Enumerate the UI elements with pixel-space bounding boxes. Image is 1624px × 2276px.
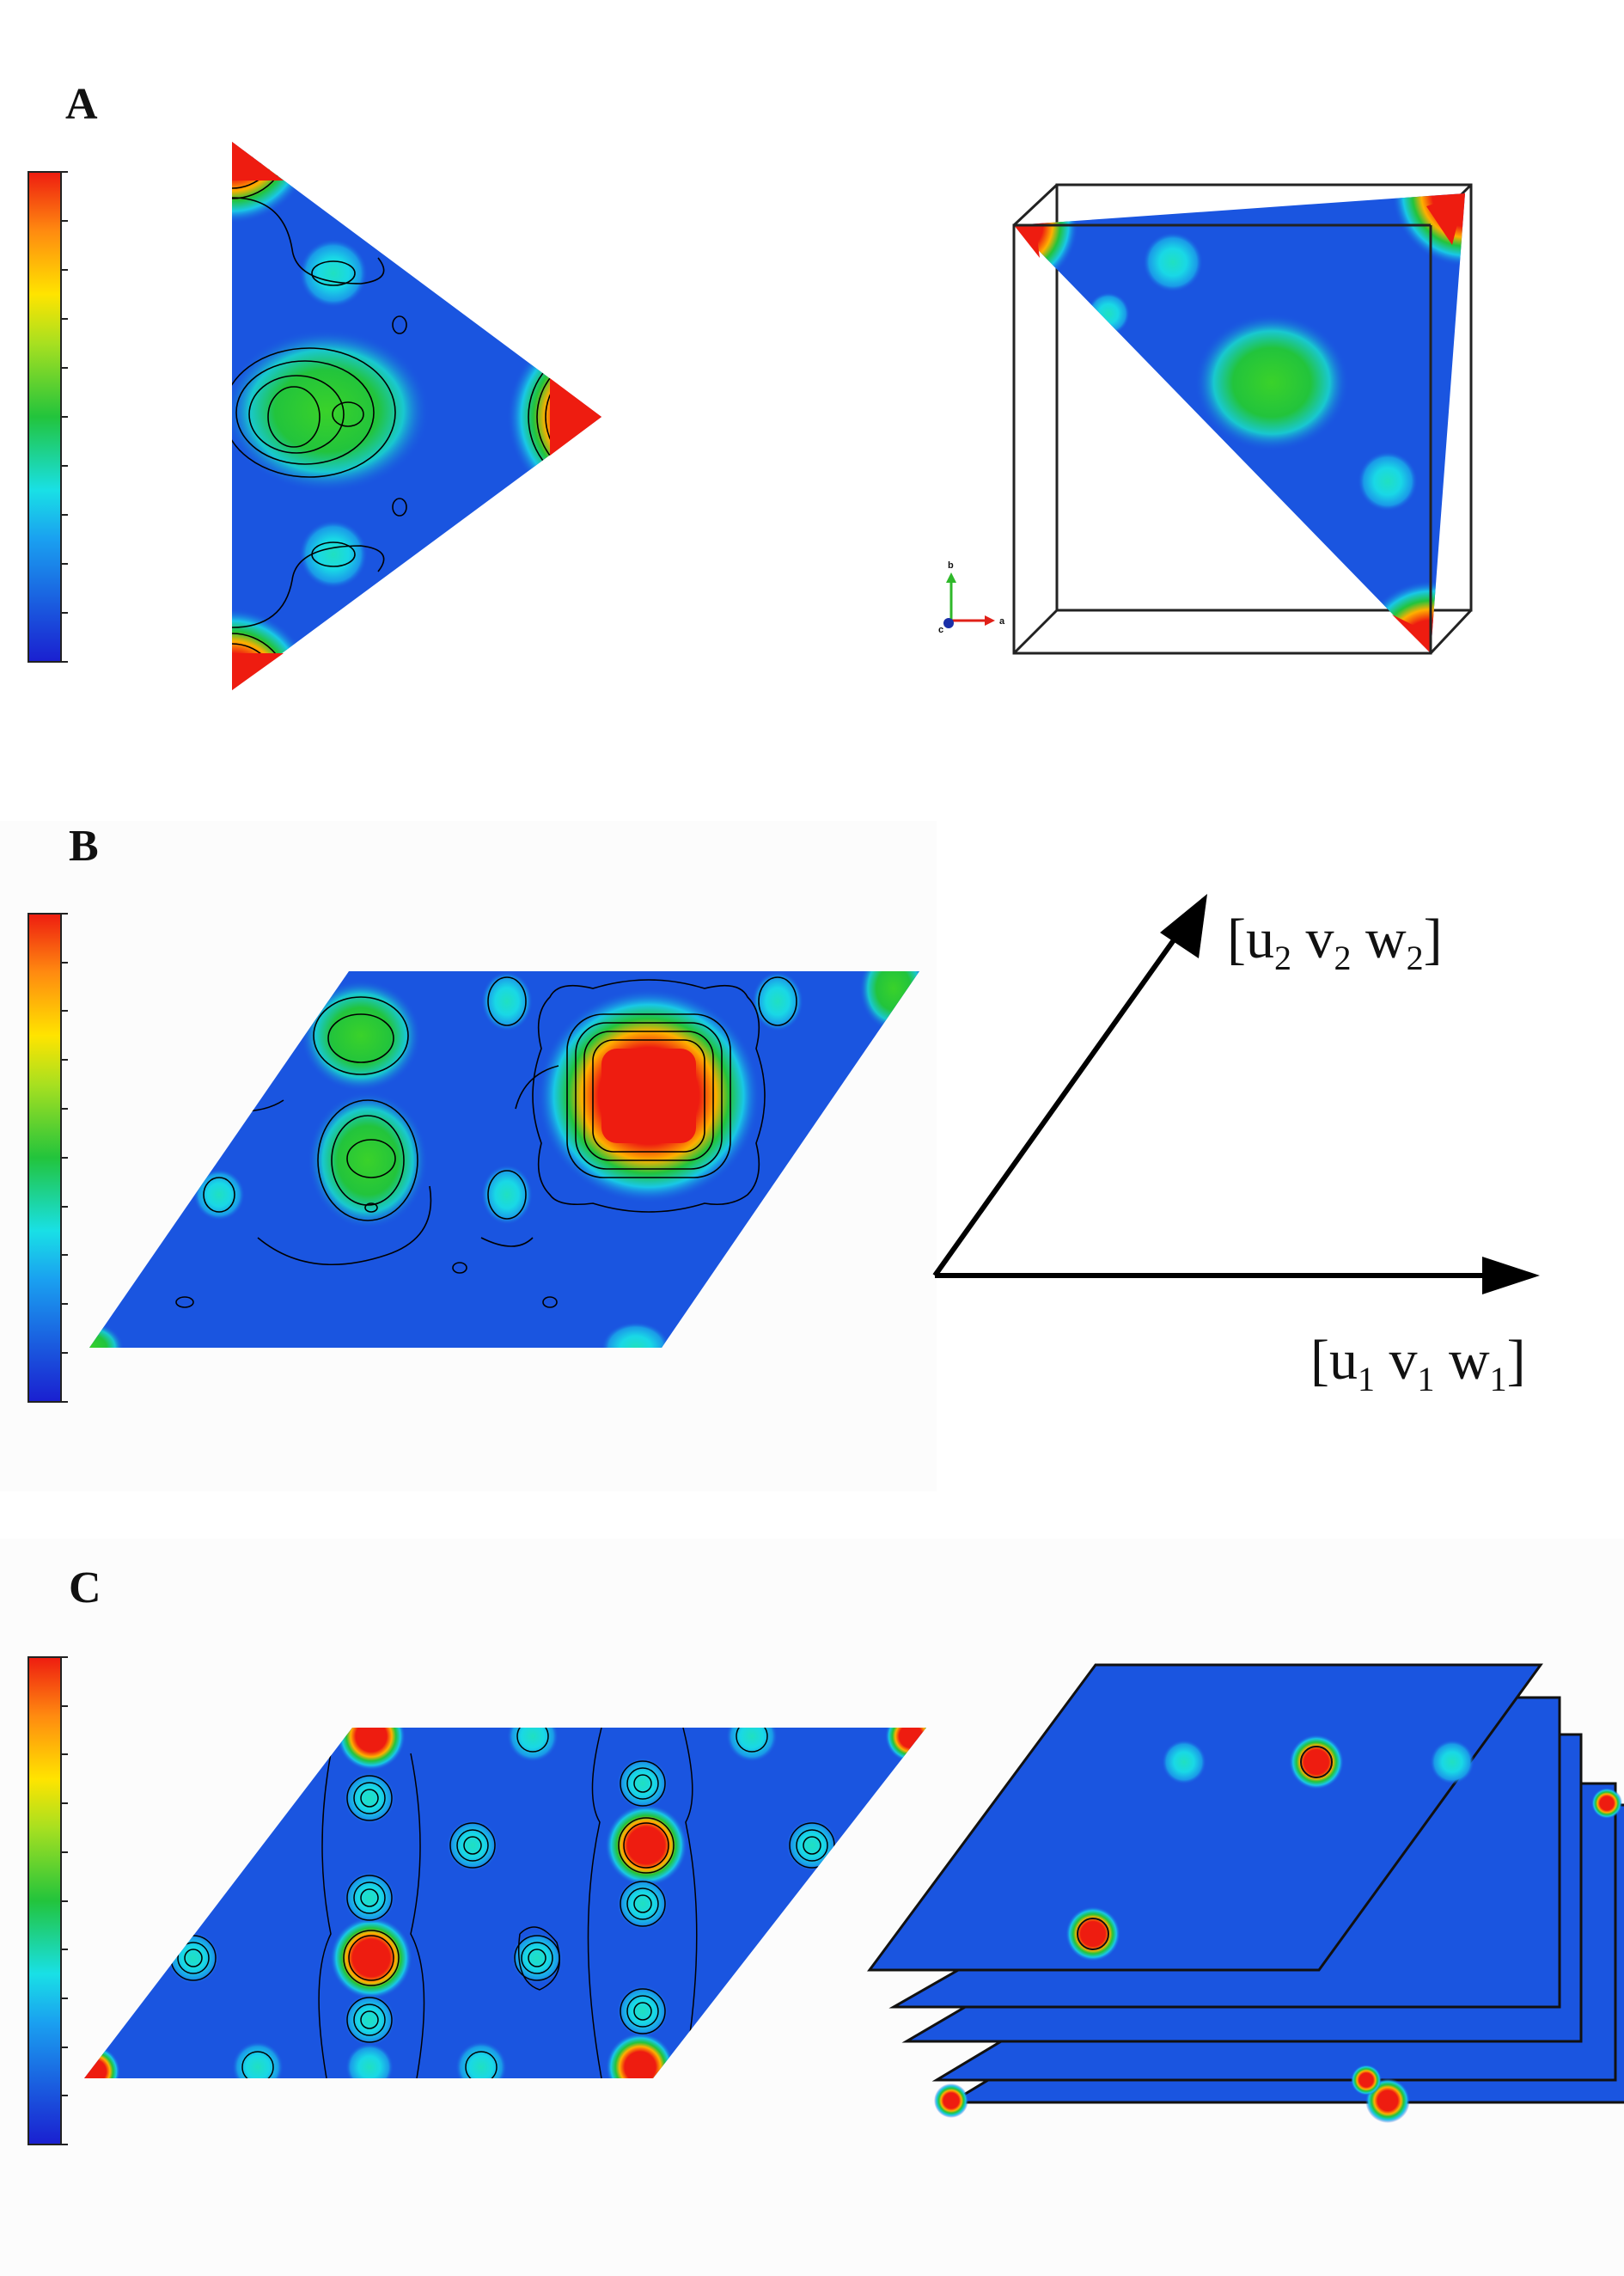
- colorbar-c: [27, 1656, 68, 2145]
- vector-2-line: [932, 915, 1193, 1277]
- colorbar-c-ticks: [61, 1656, 68, 2145]
- vector-1-arrowhead: [1482, 1257, 1540, 1294]
- vector-1-label: [u1 v1 w1]: [1310, 1329, 1526, 1399]
- panel-label-b: B: [69, 822, 99, 871]
- panel-label-c: C: [69, 1563, 101, 1612]
- contour-map-c: [84, 1728, 926, 2078]
- colorbar-b-ticks: [61, 913, 68, 1403]
- direction-vectors: [932, 894, 1540, 1294]
- axis-a-label: a: [999, 616, 1005, 627]
- colorbar-a: [27, 171, 68, 663]
- vector-2-arrowhead: [1160, 894, 1207, 958]
- colorbar-b-gradient: [27, 913, 62, 1403]
- contour-map-a: [232, 142, 601, 690]
- plane-1: [867, 1663, 1543, 1972]
- colorbar-a-gradient: [27, 171, 62, 663]
- axis-c-label: c: [938, 625, 943, 635]
- vector-2-label: [u2 v2 w2]: [1227, 908, 1443, 978]
- colorbar-c-gradient: [27, 1656, 62, 2145]
- axis-c-dot: [943, 618, 954, 628]
- colorbar-a-ticks: [61, 171, 68, 663]
- crystal-cell-3d: [1012, 183, 1473, 655]
- contour-map-b: [89, 971, 919, 1348]
- panel-label-a: A: [65, 80, 98, 129]
- axis-b-label: b: [948, 560, 954, 571]
- stacked-planes: [867, 1663, 1624, 2123]
- colorbar-b: [27, 913, 68, 1403]
- axis-triad: b a c: [938, 560, 1005, 635]
- map-c-peaks: [84, 1728, 926, 2078]
